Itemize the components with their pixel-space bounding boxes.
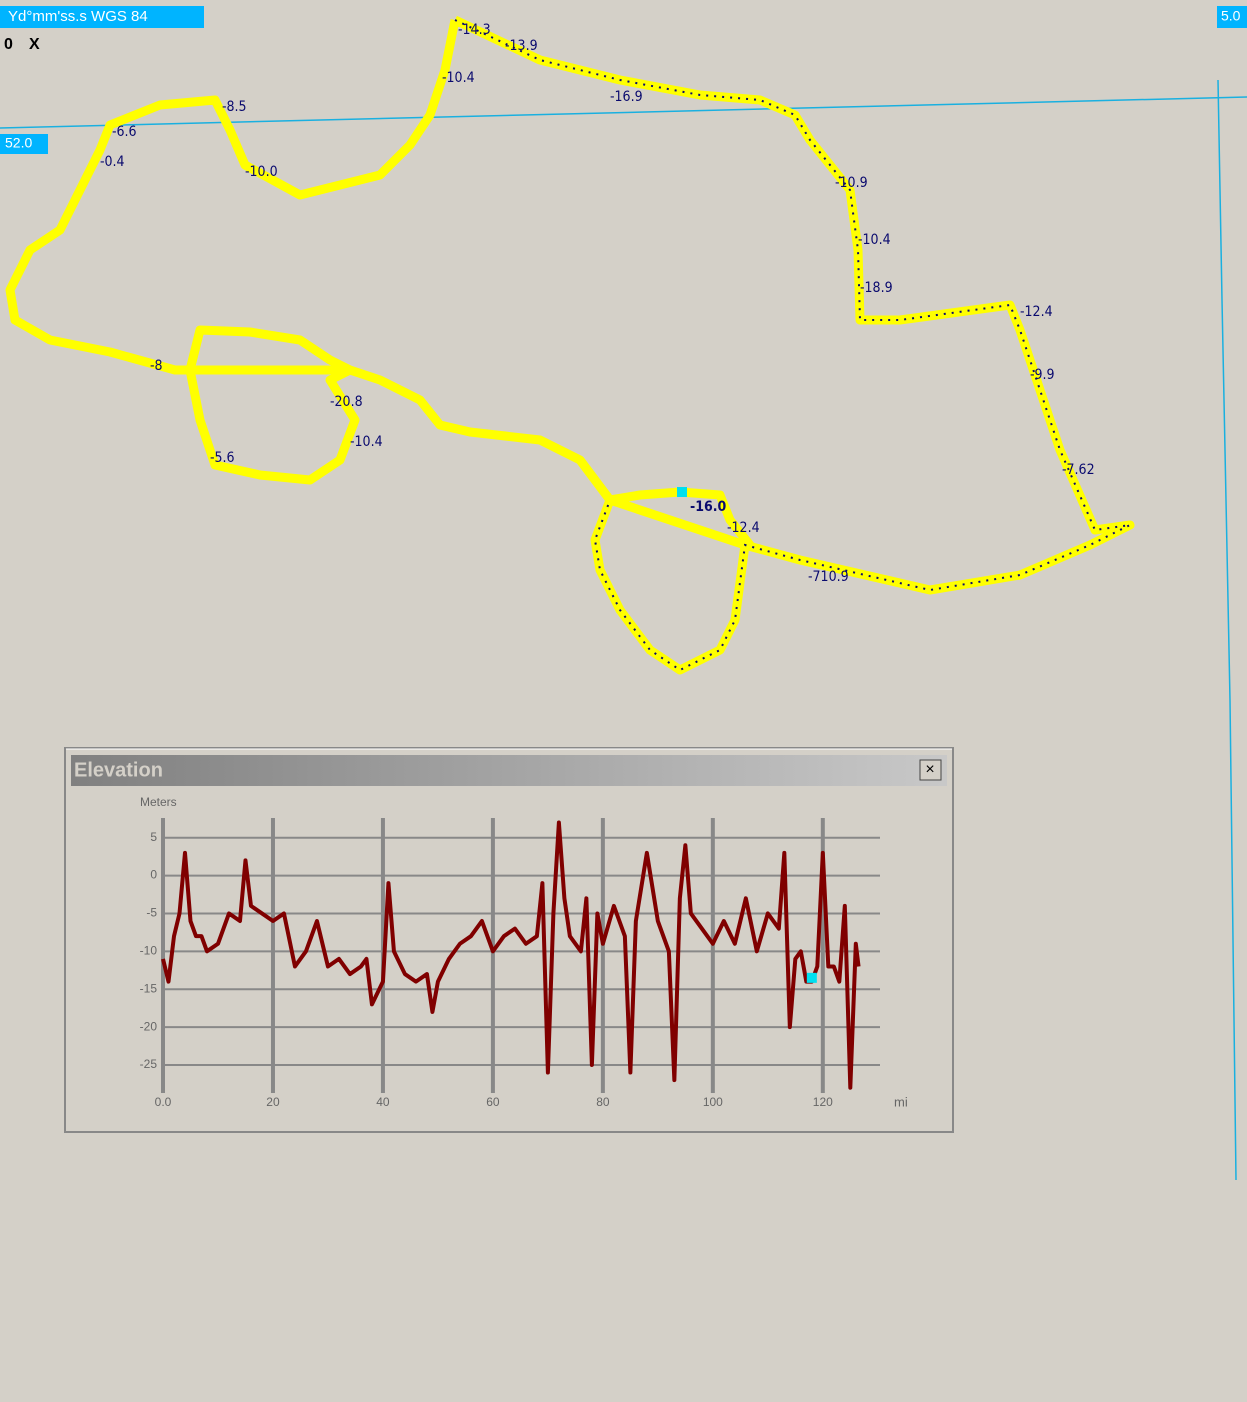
y-tick-label: -10 [140,944,158,958]
depth-label: -7.62 [1062,462,1095,478]
depth-label: -0.4 [100,154,125,170]
depth-label: -6.6 [112,124,137,140]
grid-label-box [0,134,48,154]
depth-label: -710.9 [808,569,849,585]
depth-label: -9.9 [1030,367,1055,383]
plot-area [163,818,880,1093]
x-tick-label: 0.0 [155,1095,172,1109]
depth-label: -14.3 [458,22,491,38]
grid-label: 52.0 [5,135,32,151]
y-tick-label: -15 [140,981,158,995]
grid-label: 5.0 [1221,8,1241,24]
x-tick-label: 60 [486,1095,500,1109]
depth-label: -12.4 [1020,304,1053,320]
grid-line-map [1217,79,1237,1181]
x-tick-label: 40 [376,1095,390,1109]
y-axis-label: Meters [140,795,177,809]
close-button[interactable] [919,759,942,781]
depth-label: -16.0 [690,499,727,515]
axis-zero: 0 [4,36,13,53]
depth-label: -10.4 [442,70,475,86]
coord-label: Yd°mm'ss.s WGS 84 [8,8,148,25]
depth-label: -10.4 [858,232,891,248]
y-tick-label: -25 [140,1057,158,1071]
y-tick-label: -5 [146,906,157,920]
close-icon[interactable]: × [925,761,934,778]
grid-label-box [1217,6,1247,28]
y-tick-label: 0 [150,868,157,882]
y-tick-label: 5 [150,830,157,844]
x-tick-label: 120 [813,1095,833,1109]
depth-label: -10.4 [350,434,383,450]
cursor-marker [806,972,817,983]
depth-label: -12.4 [727,520,760,536]
depth-label: -16.9 [610,89,643,105]
depth-label: -8.5 [222,99,247,115]
axis-x: X [29,36,40,53]
grid-line-map [0,96,1247,129]
window-title: Elevation [74,759,163,781]
track [5,15,1135,675]
x-tick-label: 20 [266,1095,280,1109]
y-tick-label: -20 [140,1019,158,1033]
coord-label-box [0,6,204,28]
depth-label: -13.9 [505,38,538,54]
depth-label: -18.9 [860,280,893,296]
x-tick-label: 100 [703,1095,723,1109]
position-marker [677,487,687,497]
depth-label: -10.0 [245,164,278,180]
depth-label: -10.9 [835,175,868,191]
elevation-line [161,820,861,1090]
x-tick-label: 80 [596,1095,610,1109]
depth-label: -20.8 [330,394,363,410]
depth-label: -5.6 [210,450,235,466]
depth-label: -8 [150,358,163,374]
title-bar [71,755,947,786]
x-axis-label: mi [894,1094,908,1109]
